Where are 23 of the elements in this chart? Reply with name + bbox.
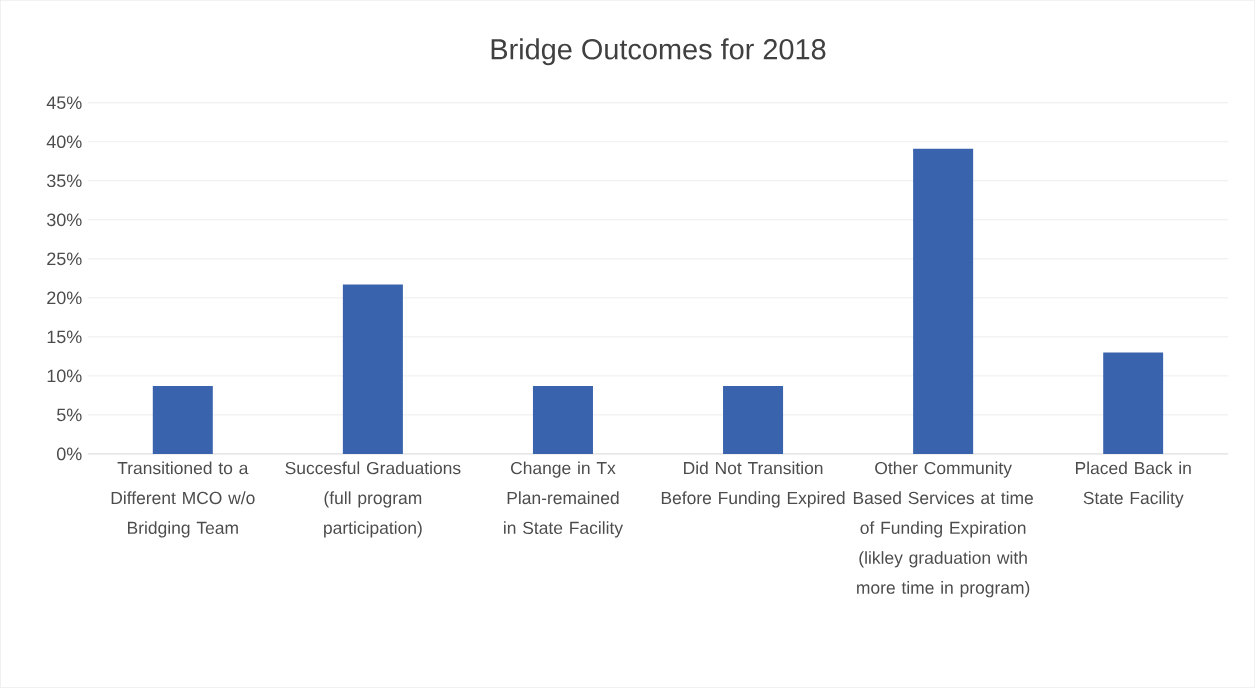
x-tick-label: Succesful Graduations (full program participation) [285,461,461,538]
x-tick-label: Other Community Based Services at time of Funding Expiration (likley graduation with more time in program) [853,461,1033,598]
bar [723,386,784,455]
bar [342,284,403,455]
y-tick-label: 15% [47,330,82,344]
y-tick-label: 10% [47,369,82,383]
y-tick-label: 20% [47,291,82,305]
chart-title: Bridge Outcomes for 2018 [491,38,826,66]
bar [152,386,213,455]
x-tick-label: Change in Tx Plan-remained in State Facility [504,461,624,538]
y-tick-label: 30% [47,213,82,227]
y-tick-label: 40% [46,135,82,149]
y-tick-label: 5% [57,408,82,422]
y-tick-label: 45% [46,96,82,110]
bar [1103,352,1164,455]
x-tick-label: Placed Back in State Facility [1076,461,1191,508]
y-tick-label: 35% [47,174,82,188]
bar [913,148,974,455]
y-tick-label: 25% [47,252,82,266]
x-tick-label: Did Not Transition Before Funding Expired [661,461,845,508]
bar [532,386,593,455]
y-tick-label: 0% [57,447,82,461]
x-tick-label: Transitioned to a Different MCO w/o Bridging Team [111,461,255,538]
